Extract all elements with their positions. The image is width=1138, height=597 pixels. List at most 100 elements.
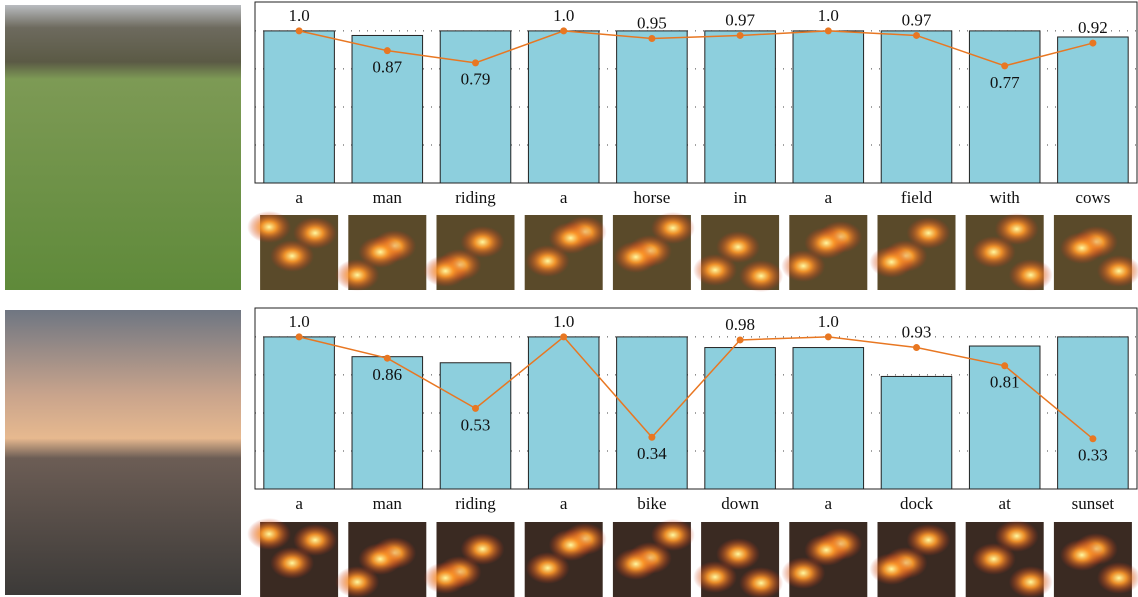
heatmap	[247, 211, 338, 290]
x-tick-label: man	[373, 494, 403, 513]
heatmap	[693, 522, 783, 597]
heatmap-blob	[907, 524, 951, 556]
x-tick-label: a	[295, 494, 303, 513]
bar	[617, 337, 688, 489]
heatmap-blob	[461, 226, 505, 258]
heatmap	[613, 212, 695, 290]
x-tick-label: sunset	[1072, 494, 1115, 513]
value-label: 0.34	[637, 444, 667, 463]
point	[737, 336, 744, 343]
x-tick-label: with	[990, 188, 1021, 207]
heatmap	[424, 215, 515, 290]
heatmap-blob	[293, 524, 337, 556]
value-label: 0.97	[902, 10, 932, 29]
point	[560, 27, 567, 34]
bar	[881, 31, 952, 183]
bar	[969, 31, 1040, 183]
point	[1001, 62, 1008, 69]
x-tick-label: a	[295, 188, 303, 207]
point	[825, 333, 832, 340]
point	[1089, 435, 1096, 442]
heatmap-blob	[1060, 232, 1104, 264]
x-tick-label: bike	[637, 494, 666, 513]
point	[913, 344, 920, 351]
value-label: 1.0	[818, 6, 839, 25]
value-label: 0.86	[372, 365, 402, 384]
point	[737, 32, 744, 39]
bar	[528, 337, 599, 489]
heatmap-blob	[1009, 259, 1053, 291]
point	[296, 333, 303, 340]
bar	[705, 348, 776, 489]
heatmap-blob	[995, 213, 1039, 245]
heatmap	[870, 215, 956, 290]
heatmap-blob	[424, 562, 468, 594]
x-tick-label: riding	[455, 494, 496, 513]
heatmap	[1054, 215, 1138, 290]
heatmap-blob	[870, 246, 914, 278]
value-label: 0.93	[902, 322, 932, 341]
heatmap	[781, 215, 867, 290]
heatmap-blob	[424, 255, 468, 287]
x-tick-label: dock	[900, 494, 934, 513]
heatmap	[424, 522, 515, 597]
page: 1.00.870.791.00.950.971.00.970.770.92ama…	[0, 0, 1138, 597]
bar	[617, 31, 688, 183]
point	[472, 405, 479, 412]
heatmap	[525, 522, 607, 597]
x-tick-label: in	[733, 188, 747, 207]
heatmap-blob	[651, 212, 695, 244]
heatmap-blob	[549, 529, 593, 561]
x-tick-label: at	[999, 494, 1012, 513]
value-label: 0.92	[1078, 18, 1108, 37]
heatmap	[693, 215, 783, 292]
heatmap	[870, 522, 956, 597]
x-tick-label: a	[825, 494, 833, 513]
heatmap-blob	[716, 231, 760, 263]
bar	[264, 337, 335, 489]
heatmap	[525, 215, 607, 290]
point	[1001, 362, 1008, 369]
heatmap-blob	[907, 217, 951, 249]
bar	[793, 31, 864, 183]
heatmap-blob	[614, 548, 658, 580]
heatmap-blob	[614, 241, 658, 273]
heatmap-blob	[716, 538, 760, 570]
x-tick-label: cows	[1075, 188, 1110, 207]
point	[472, 59, 479, 66]
bar	[264, 31, 335, 183]
value-label: 0.81	[990, 373, 1020, 392]
heatmap-blob	[247, 518, 291, 550]
value-label: 0.53	[461, 415, 491, 434]
value-label: 0.97	[725, 10, 755, 29]
value-label: 0.77	[990, 73, 1020, 92]
point	[384, 47, 391, 54]
heatmap	[966, 520, 1053, 597]
heatmap-blob	[549, 222, 593, 254]
x-tick-label: man	[373, 188, 403, 207]
x-tick-label: a	[825, 188, 833, 207]
heatmap-blob	[1060, 539, 1104, 571]
value-label: 1.0	[818, 312, 839, 331]
x-tick-label: field	[901, 188, 933, 207]
heatmap	[335, 522, 426, 597]
value-label: 0.79	[461, 70, 491, 89]
bar	[881, 376, 952, 489]
heatmap-blob	[461, 533, 505, 565]
value-label: 1.0	[553, 312, 574, 331]
photo	[5, 5, 241, 290]
value-label: 0.98	[725, 315, 755, 334]
point	[560, 333, 567, 340]
heatmap-blob	[804, 227, 848, 259]
value-label: 1.0	[288, 312, 309, 331]
point	[648, 434, 655, 441]
value-label: 1.0	[553, 6, 574, 25]
heatmap	[781, 522, 867, 597]
bar	[1058, 337, 1129, 489]
bar	[1058, 37, 1129, 183]
plots: 1.00.870.791.00.950.971.00.970.770.92ama…	[247, 2, 1138, 597]
bar	[528, 31, 599, 183]
x-tick-label: a	[560, 188, 568, 207]
heatmap	[966, 213, 1053, 291]
heatmap-blob	[995, 520, 1039, 552]
